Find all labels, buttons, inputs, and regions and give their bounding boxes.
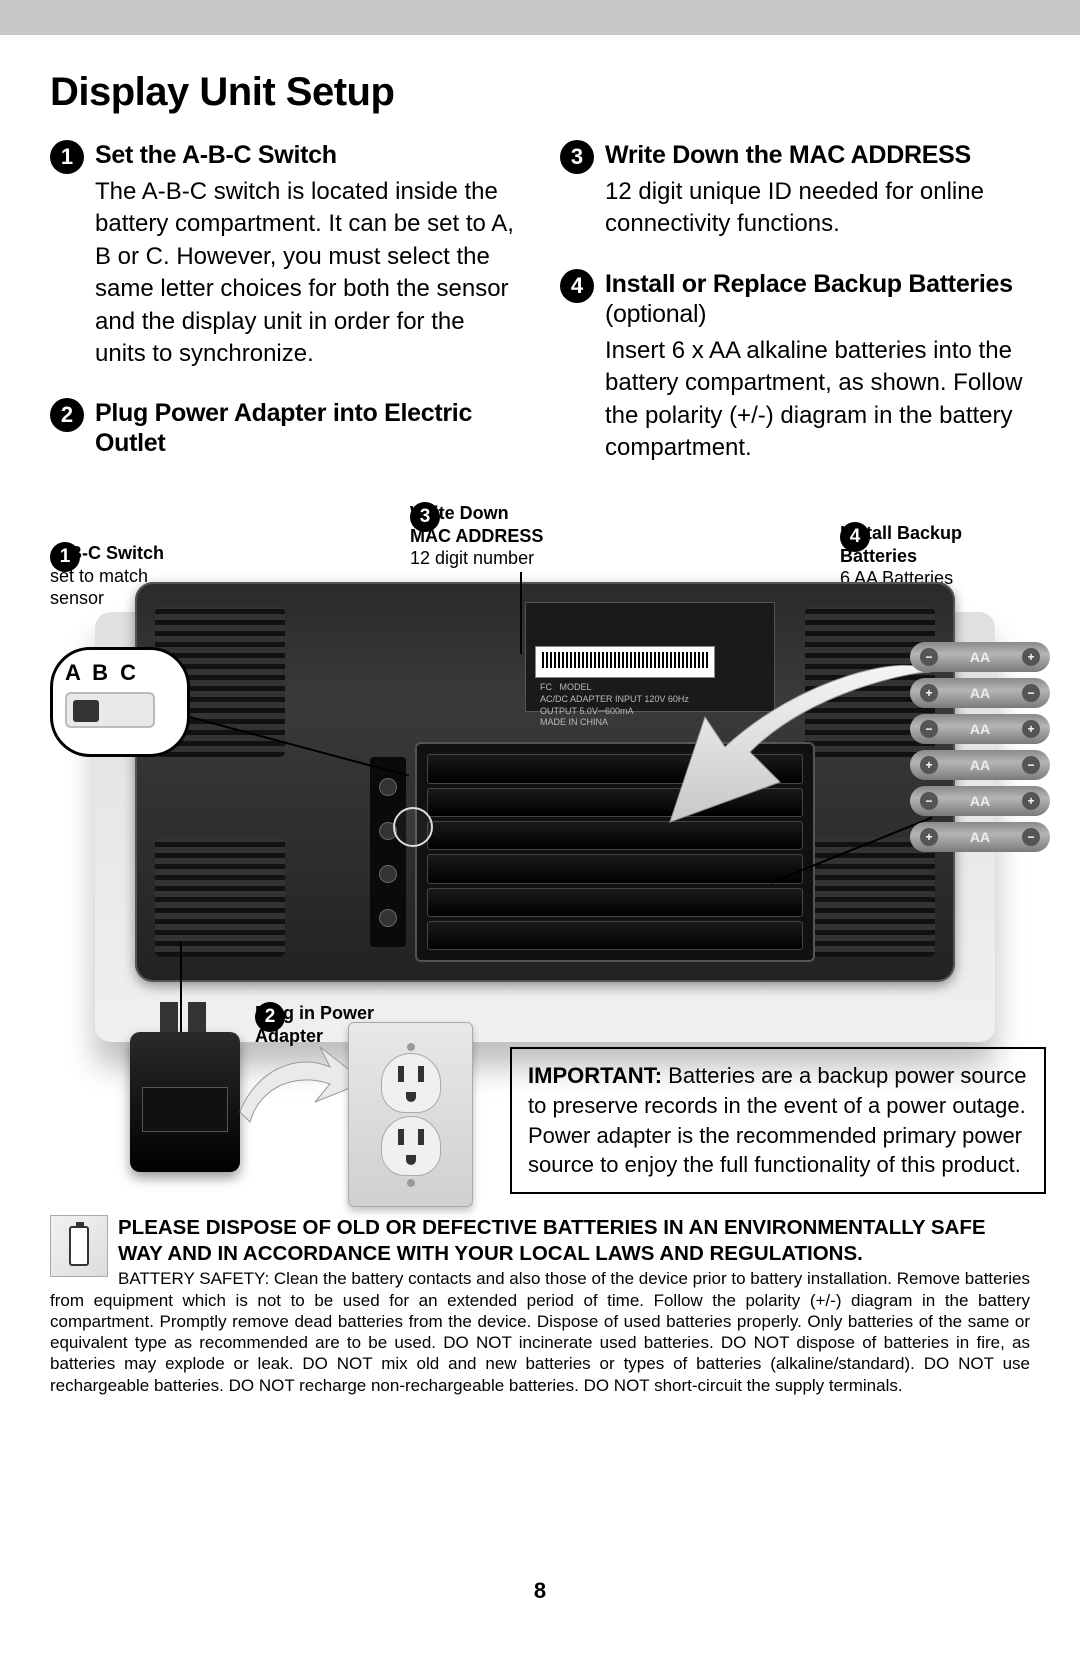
step-4-badge: 4: [560, 269, 594, 303]
step-1-body: The A-B-C switch is located inside the b…: [95, 176, 520, 370]
plug-arrow-icon: [235, 1042, 365, 1142]
battery-slot: [427, 921, 803, 950]
fcc-text: FC MODELAC/DC ADAPTER INPUT 120V 60HzOUT…: [540, 682, 689, 729]
step-1-badge: 1: [50, 140, 84, 174]
abc-switch-icon: [65, 692, 155, 728]
important-lead: IMPORTANT:: [528, 1063, 662, 1088]
page-content: Display Unit Setup 1 Set the A-B-C Switc…: [0, 35, 1080, 1222]
intro-columns: 1 Set the A-B-C Switch The A-B-C switch …: [50, 140, 1030, 492]
battery-dispose-icon: [50, 1215, 108, 1277]
right-column: 3 Write Down the MAC ADDRESS 12 digit un…: [560, 140, 1030, 492]
battery-slot: [427, 754, 803, 783]
step-3-badge: 3: [560, 140, 594, 174]
step-3-body: 12 digit unique ID needed for online con…: [605, 176, 1030, 241]
port-icon: [379, 909, 397, 927]
port-column: [370, 757, 406, 947]
battery-slot: [427, 888, 803, 917]
aa-battery-icon: +AA−: [910, 678, 1050, 708]
barcode-icon: [535, 646, 715, 678]
screw-icon: [407, 1179, 415, 1187]
aa-battery-icon: −AA+: [910, 642, 1050, 672]
aa-battery-icon: −AA+: [910, 714, 1050, 744]
important-note: IMPORTANT: Batteries are a backup power …: [510, 1047, 1046, 1194]
disposal-section: PLEASE DISPOSE OF OLD OR DEFECTIVE BATTE…: [0, 1215, 1080, 1396]
leader-line: [520, 572, 522, 654]
step-2-title: Plug Power Adapter into Electric Outlet: [95, 398, 520, 458]
callout-adapter: 2 Plug in Power Adapter: [255, 1002, 374, 1047]
power-adapter-icon: [130, 1032, 240, 1172]
wall-outlet-icon: [348, 1022, 473, 1207]
step-2: 2 Plug Power Adapter into Electric Outle…: [50, 398, 520, 458]
abc-label: A B C: [65, 660, 175, 686]
step-4: 4 Install or Replace Backup Batteries (o…: [560, 269, 1030, 465]
left-column: 1 Set the A-B-C Switch The A-B-C switch …: [50, 140, 520, 492]
vents-icon: [805, 837, 935, 957]
battery-well: [415, 742, 815, 962]
battery-stack: −AA+ +AA− −AA+ +AA− −AA+ +AA−: [910, 642, 1050, 852]
step-3-title: Write Down the MAC ADDRESS: [605, 140, 1030, 170]
step-4-body: Insert 6 x AA alkaline batteries into th…: [605, 335, 1030, 465]
vents-icon: [155, 837, 285, 957]
abc-switch-callout: A B C: [50, 647, 190, 757]
step-4-title-a: Install or Replace Backup Batteries: [605, 270, 1013, 298]
aa-battery-icon: −AA+: [910, 786, 1050, 816]
step-3: 3 Write Down the MAC ADDRESS 12 digit un…: [560, 140, 1030, 241]
step-4-title-b: (optional): [605, 300, 706, 328]
setup-diagram: 3 Write Down MAC ADDRESS 12 digit number…: [50, 502, 1050, 1222]
step-1: 1 Set the A-B-C Switch The A-B-C switch …: [50, 140, 520, 370]
battery-slot: [427, 821, 803, 850]
battery-safety-text: BATTERY SAFETY: Clean the battery contac…: [50, 1268, 1030, 1396]
outlet-socket-icon: [381, 1116, 441, 1176]
aa-battery-icon: +AA−: [910, 822, 1050, 852]
outlet-socket-icon: [381, 1053, 441, 1113]
battery-slot: [427, 854, 803, 883]
adapter-label-icon: [142, 1087, 228, 1132]
aa-battery-icon: +AA−: [910, 750, 1050, 780]
port-icon: [379, 778, 397, 796]
callout-mac-l3: 12 digit number: [410, 547, 543, 570]
page-number: 8: [0, 1578, 1080, 1604]
battery-slot: [427, 788, 803, 817]
screw-icon: [407, 1043, 415, 1051]
callout-mac: 3 Write Down MAC ADDRESS 12 digit number: [410, 502, 543, 570]
device-back: FC MODELAC/DC ADAPTER INPUT 120V 60HzOUT…: [135, 582, 955, 982]
dispose-heading: PLEASE DISPOSE OF OLD OR DEFECTIVE BATTE…: [50, 1215, 1030, 1266]
step-2-badge: 2: [50, 398, 84, 432]
step-4-title: Install or Replace Backup Batteries (opt…: [605, 269, 1030, 329]
page-title: Display Unit Setup: [50, 70, 1030, 115]
top-bar: [0, 0, 1080, 35]
port-icon: [379, 865, 397, 883]
step-1-title: Set the A-B-C Switch: [95, 140, 520, 170]
